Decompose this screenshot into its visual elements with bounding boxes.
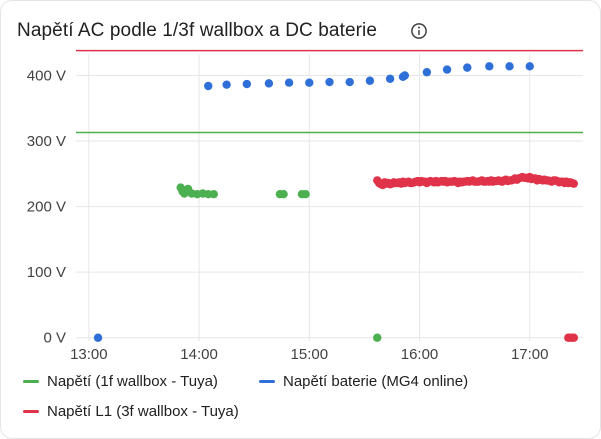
legend-label: Napětí (1f wallbox - Tuya) xyxy=(47,373,218,390)
data-point xyxy=(279,189,288,199)
y-tick-label: 200 V xyxy=(27,199,66,216)
data-point xyxy=(301,189,310,199)
data-point xyxy=(422,68,432,77)
data-point xyxy=(209,189,218,199)
data-point xyxy=(569,333,579,342)
x-tick-label: 17:00 xyxy=(511,346,549,363)
data-point xyxy=(284,78,294,87)
data-point xyxy=(525,62,534,71)
info-icon[interactable] xyxy=(410,22,428,40)
legend-item-3f-wallbox[interactable]: Napětí L1 (3f wallbox - Tuya) xyxy=(23,403,239,420)
data-point xyxy=(345,77,354,87)
chart-title: Napětí AC podle 1/3f wallbox a DC bateri… xyxy=(17,20,378,41)
data-point xyxy=(442,65,452,74)
data-point xyxy=(222,80,231,89)
data-point xyxy=(365,76,375,85)
legend-item-1f-wallbox[interactable]: Napětí (1f wallbox - Tuya) xyxy=(23,373,218,390)
data-point xyxy=(385,74,395,83)
data-point xyxy=(485,62,494,71)
data-point xyxy=(264,79,274,88)
data-point xyxy=(505,62,514,71)
data-point xyxy=(325,77,334,87)
y-tick-label: 100 V xyxy=(27,264,66,281)
x-tick-label: 16:00 xyxy=(401,346,439,363)
data-point xyxy=(463,63,472,72)
legend-swatch xyxy=(23,410,39,413)
legend-swatch xyxy=(23,380,39,383)
x-tick-label: 14:00 xyxy=(180,346,218,363)
data-point xyxy=(305,78,314,87)
data-point xyxy=(373,333,382,342)
legend-label: Napětí L1 (3f wallbox - Tuya) xyxy=(47,403,239,420)
legend-swatch xyxy=(259,380,275,383)
y-tick-label: 0 V xyxy=(43,330,66,347)
x-tick-label: 13:00 xyxy=(70,346,108,363)
data-point xyxy=(569,179,579,188)
data-point xyxy=(242,79,252,89)
data-point xyxy=(204,81,213,91)
legend-label: Napětí baterie (MG4 online) xyxy=(283,373,469,390)
legend-item-mg4-battery[interactable]: Napětí baterie (MG4 online) xyxy=(259,373,468,390)
y-tick-label: 400 V xyxy=(27,68,66,85)
x-tick-label: 15:00 xyxy=(291,346,329,363)
y-tick-label: 300 V xyxy=(27,133,66,150)
data-point xyxy=(93,333,103,342)
data-point xyxy=(400,71,410,80)
